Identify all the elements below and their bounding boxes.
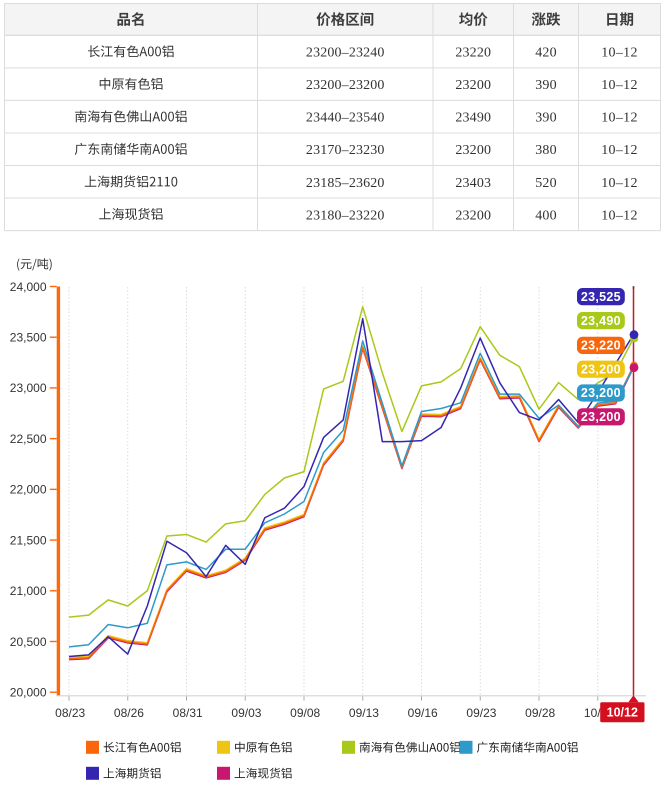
svg-text:09/08: 09/08 — [290, 706, 320, 720]
svg-text:23200–23200: 23200–23200 — [306, 78, 385, 93]
svg-text:23440–23540: 23440–23540 — [306, 111, 385, 126]
svg-text:23185–23620: 23185–23620 — [306, 176, 385, 191]
svg-text:09/16: 09/16 — [408, 706, 438, 720]
svg-text:08/31: 08/31 — [173, 706, 203, 720]
svg-text:10–12: 10–12 — [601, 111, 638, 126]
svg-text:23490: 23490 — [455, 111, 491, 126]
svg-text:09/03: 09/03 — [231, 706, 261, 720]
svg-text:08/26: 08/26 — [114, 706, 144, 720]
svg-text:09/13: 09/13 — [349, 706, 379, 720]
svg-text:22,500: 22,500 — [10, 432, 47, 446]
svg-text:10–12: 10–12 — [601, 46, 638, 61]
svg-text:23,200: 23,200 — [581, 362, 621, 376]
svg-text:21,000: 21,000 — [10, 584, 47, 598]
svg-text:23,490: 23,490 — [581, 314, 621, 328]
svg-text:23200: 23200 — [455, 208, 491, 223]
svg-text:10–12: 10–12 — [601, 78, 638, 93]
svg-text:10–12: 10–12 — [601, 176, 638, 191]
svg-text:08/23: 08/23 — [55, 706, 85, 720]
svg-text:23,200: 23,200 — [581, 386, 621, 400]
svg-text:20,500: 20,500 — [10, 635, 47, 649]
svg-text:23170–23230: 23170–23230 — [306, 143, 385, 158]
svg-text:400: 400 — [535, 208, 556, 223]
svg-text:10/12: 10/12 — [607, 705, 638, 719]
svg-text:09/23: 09/23 — [466, 706, 496, 720]
svg-text:24,000: 24,000 — [10, 280, 47, 294]
svg-text:09/28: 09/28 — [525, 706, 555, 720]
svg-text:380: 380 — [535, 143, 556, 158]
svg-text:23200: 23200 — [455, 78, 491, 93]
svg-text:23,525: 23,525 — [581, 290, 621, 304]
svg-text:23200: 23200 — [455, 143, 491, 158]
svg-text:390: 390 — [535, 111, 556, 126]
svg-text:23,200: 23,200 — [581, 410, 621, 424]
svg-text:520: 520 — [535, 176, 556, 191]
svg-text:20,000: 20,000 — [10, 686, 47, 700]
svg-text:23,220: 23,220 — [581, 339, 621, 353]
svg-text:23403: 23403 — [455, 176, 491, 191]
svg-text:10–12: 10–12 — [601, 208, 638, 223]
svg-text:390: 390 — [535, 78, 556, 93]
svg-text:10–12: 10–12 — [601, 143, 638, 158]
svg-text:23220: 23220 — [455, 46, 491, 61]
svg-text:23,500: 23,500 — [10, 331, 47, 345]
svg-text:23,000: 23,000 — [10, 381, 47, 395]
svg-text:23180–23220: 23180–23220 — [306, 208, 385, 223]
svg-text:21,500: 21,500 — [10, 533, 47, 547]
svg-text:22,000: 22,000 — [10, 483, 47, 497]
svg-text:23200–23240: 23200–23240 — [306, 46, 385, 61]
svg-text:420: 420 — [535, 46, 556, 61]
